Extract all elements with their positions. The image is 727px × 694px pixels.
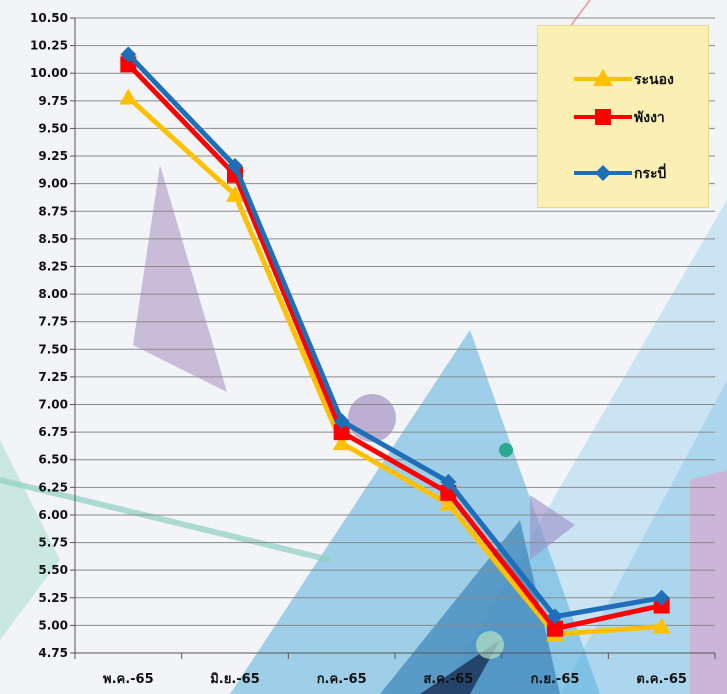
x-tick-label: ก.ค.-65 [317,672,367,687]
y-tick-label: 10.50 [30,11,68,25]
y-tick-label: 7.50 [38,342,68,356]
legend-label-ranong: ระนอง [634,72,674,88]
y-tick-label: 7.25 [38,370,68,384]
data-point [226,185,244,202]
data-point [547,620,563,637]
legend-item-ranong: ระนอง [538,64,710,94]
data-point [333,424,350,441]
y-tick-label: 9.00 [38,177,68,191]
legend-swatch-ranong [574,69,632,86]
data-point [119,88,138,105]
data-point [440,473,457,490]
y-tick-label: 5.00 [38,618,68,632]
y-tick-label: 10.25 [30,39,68,53]
y-tick-label: 5.25 [38,591,68,605]
data-point [653,589,670,606]
series-group [119,46,671,642]
y-tick-label: 6.25 [38,480,68,494]
y-tick-label: 6.50 [38,453,68,467]
y-tick-label: 9.25 [38,149,68,163]
data-point [227,157,243,174]
y-tick-label: 6.00 [38,508,68,522]
y-tick-label: 5.50 [38,563,68,577]
y-tick-label: 5.75 [38,536,68,550]
data-point [333,413,350,430]
y-tick-label: 9.75 [38,94,68,108]
series-line [126,95,662,637]
series-2 [120,46,670,625]
x-tick-label: ส.ค.-65 [423,672,473,687]
y-tick-label: 6.75 [38,425,68,439]
y-tick-label: 10.00 [30,66,68,80]
y-tick-label: 7.75 [38,315,68,329]
x-axis: พ.ค.-65 มิ.ย.-65 ก.ค.-65 ส.ค.-65 ก.ย.-65 ต.ค.… [74,652,716,687]
x-tick-label: พ.ค.-65 [103,672,154,687]
data-point [547,608,563,625]
series-0 [119,88,671,642]
legend-swatch-phangnga [574,109,632,125]
y-axis: 4.75 5.00 5.25 5.50 5.75 6.00 6.25 6.50 6.75 7.00… [30,11,76,660]
legend: ระนอง พังงา กระบี่ [537,25,709,208]
legend-label-krabi: กระบี่ [634,166,667,182]
legend-item-krabi: กระบี่ [538,158,710,188]
data-point [332,434,351,451]
y-tick-label: 8.50 [38,232,68,246]
y-tick-label: 9.50 [38,121,68,135]
data-point [120,46,137,63]
data-point [439,494,458,511]
legend-label-phangnga: พังงา [634,110,665,126]
legend-item-phangnga: พังงา [538,102,710,132]
series-line [126,62,663,632]
x-tick-label: ต.ค.-65 [636,672,687,687]
y-tick-label: 8.00 [38,287,68,301]
legend-swatch-krabi [574,165,632,181]
x-tick-label: มิ.ย.-65 [210,672,260,687]
y-tick-label: 8.75 [38,204,68,218]
y-tick-label: 7.00 [38,398,68,412]
y-tick-label: 4.75 [38,646,68,660]
data-point [652,617,671,634]
x-tick-label: ก.ย.-65 [531,672,580,687]
series-line [126,52,663,620]
y-tick-label: 8.25 [38,259,68,273]
